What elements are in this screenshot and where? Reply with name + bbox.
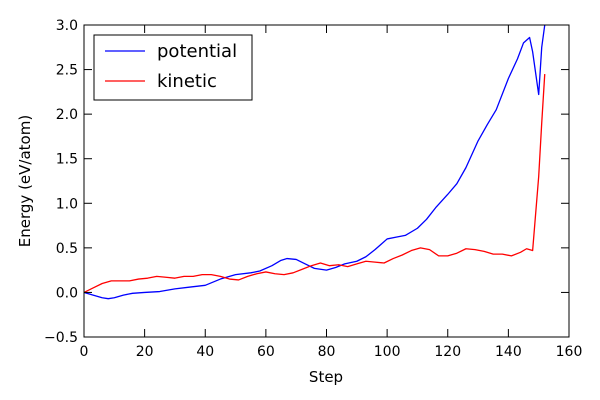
y-axis-title: Energy (eV/atom) [16,115,34,247]
y-tick-label-5: 2.0 [56,107,78,123]
y-tick-label-7: 3.0 [56,18,78,34]
y-tick-label-3: 1.0 [56,196,78,212]
x-tick-label-1: 20 [136,344,154,360]
x-tick-label-4: 80 [318,344,336,360]
y-tick-label-1: 0.0 [56,285,78,301]
y-tick-label-4: 1.5 [56,152,78,168]
legend-kinetic-label: kinetic [157,71,217,92]
x-tick-label-0: 0 [80,344,89,360]
legend-potential-label: potential [157,41,237,62]
plot-frame [83,24,570,338]
x-axis-title: Step [309,368,343,386]
ticks-layer: 0 20 40 60 80 100 120 140 160 −0.5 0.0 0.5 1.0 1.5 2.0… [44,18,582,360]
legend-box [93,34,253,101]
y-tick-label-2: 0.5 [56,241,78,257]
legend: potential kinetic [93,34,253,101]
series-layer [84,25,546,300]
x-tick-label-2: 40 [196,344,214,360]
y-tick-label-6: 2.5 [56,63,78,79]
x-tick-label-5: 100 [374,344,401,360]
x-tick-label-6: 120 [434,344,461,360]
x-tick-label-3: 60 [257,344,275,360]
series-line-kinetic [84,73,546,294]
y-tick-label-0: −0.5 [44,330,78,346]
x-tick-label-7: 140 [495,344,522,360]
x-tick-label-8: 160 [556,344,583,360]
